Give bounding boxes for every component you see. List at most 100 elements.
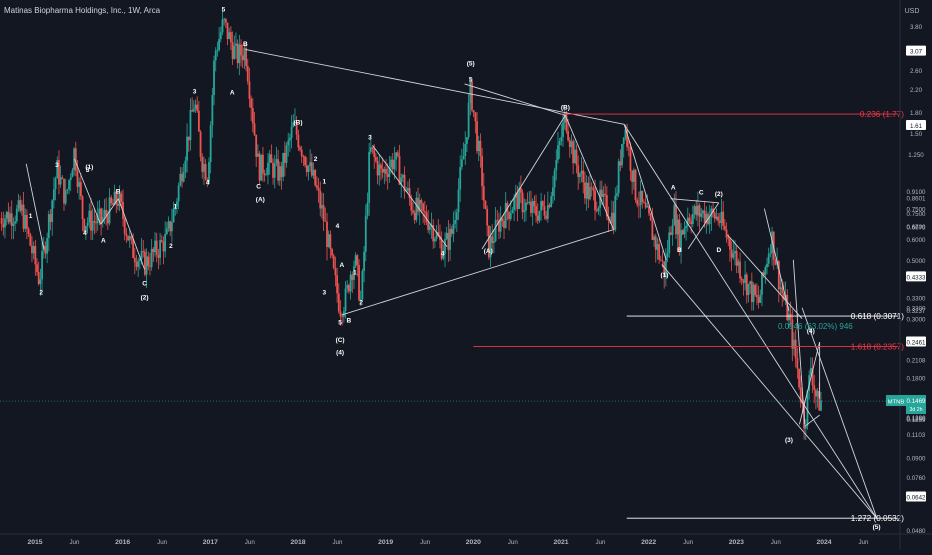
candle-body [88, 210, 91, 223]
candle-body [334, 267, 337, 276]
long-down-line[interactable] [661, 264, 877, 519]
wave-label: (4) [336, 349, 344, 356]
long-down-line[interactable] [623, 124, 877, 519]
wave-label: (2) [715, 191, 723, 198]
candle-body [806, 390, 809, 426]
wave-line[interactable] [74, 158, 102, 225]
candle-body [256, 153, 259, 157]
wave-line[interactable] [792, 259, 806, 425]
candle-body [304, 156, 306, 166]
price-tick-label: 3.80 [910, 24, 923, 31]
resistance-line[interactable] [245, 49, 625, 125]
candle-body [265, 174, 268, 176]
candle-body [278, 166, 281, 181]
candle-body [44, 245, 47, 254]
wave-line[interactable] [804, 414, 820, 427]
long-down-line[interactable] [801, 307, 878, 518]
wave-label: (1) [660, 272, 668, 279]
wave-line[interactable] [763, 208, 790, 312]
wave-drawings[interactable] [0, 49, 900, 519]
candle-body [73, 148, 76, 171]
candle-body [772, 231, 775, 260]
candle-body [641, 190, 644, 202]
candle-body [86, 222, 89, 227]
candle-body [503, 221, 505, 228]
candle-body [435, 232, 438, 239]
candle-body [192, 108, 195, 112]
candle-body [197, 110, 200, 132]
candle-body [668, 232, 671, 254]
candle-body [287, 140, 290, 146]
wave-label: 2 [359, 299, 363, 306]
candle-body [428, 225, 431, 230]
wave-line[interactable] [117, 198, 146, 270]
candle-body [781, 287, 784, 294]
candle-body [309, 162, 312, 167]
candle-body [690, 221, 693, 225]
candle-body [444, 239, 446, 254]
candle-body [799, 387, 802, 403]
time-tick-label: Jun [771, 539, 782, 546]
wave-line[interactable] [464, 83, 566, 116]
candle-body [467, 102, 470, 138]
candle-body [380, 164, 382, 169]
time-tick-label: Jun [332, 539, 343, 546]
candle-body [565, 112, 568, 132]
wave-label: 2 [169, 243, 173, 250]
time-tick-label: 2024 [816, 539, 831, 546]
support-line[interactable] [341, 229, 614, 316]
candle-body [580, 170, 583, 174]
candle-body [471, 81, 473, 111]
candle-body [211, 94, 214, 126]
candle-body [127, 235, 129, 241]
candle-body [766, 263, 768, 268]
candle-body [248, 81, 251, 99]
candle-body [634, 169, 637, 201]
candle-body [779, 287, 782, 290]
candle-body [611, 212, 613, 223]
wave-line[interactable] [372, 145, 448, 248]
candle-body [525, 202, 527, 211]
wave-line[interactable] [670, 198, 719, 204]
price-tick-label: 0.2461 [907, 340, 926, 347]
candle-body [811, 368, 814, 386]
candle-body [373, 148, 376, 157]
wave-line[interactable] [727, 234, 803, 320]
candle-body [605, 195, 608, 217]
wave-line[interactable] [481, 115, 566, 250]
fib-levels[interactable]: 0.236 (1.77) 0.618 (0.3071) 1.618 (0.2357)… [473, 110, 904, 523]
candle-body [52, 189, 55, 201]
candle-body [592, 187, 595, 191]
candle-body [750, 281, 753, 303]
candle-body [809, 368, 812, 376]
candle-body [78, 182, 81, 187]
candle-body [644, 202, 647, 208]
current-price-tag[interactable] [906, 395, 926, 415]
wave-line[interactable] [623, 124, 667, 260]
wave-line[interactable] [25, 163, 45, 249]
candle-body [135, 262, 138, 267]
candle-body [420, 200, 423, 204]
candle-body [47, 214, 50, 239]
wave-line[interactable] [687, 202, 720, 250]
candle-body [516, 192, 519, 209]
wave-label: 3 [368, 134, 372, 141]
wave-label: (1) [85, 164, 93, 171]
wave-line[interactable] [564, 115, 615, 230]
candle-body [9, 213, 11, 223]
candle-body [739, 261, 741, 279]
wave-label: (A) [256, 196, 265, 203]
candle-body [560, 137, 563, 142]
candle-body [327, 234, 330, 247]
wave-line[interactable] [799, 341, 821, 425]
price-tick-label: 0.6675 [907, 225, 926, 232]
candle-body [154, 240, 156, 253]
candle-body [159, 240, 161, 258]
wave-line[interactable] [100, 198, 119, 225]
candle-body [590, 187, 593, 188]
candle-body [425, 212, 428, 223]
currency-label[interactable]: USD [905, 8, 920, 15]
